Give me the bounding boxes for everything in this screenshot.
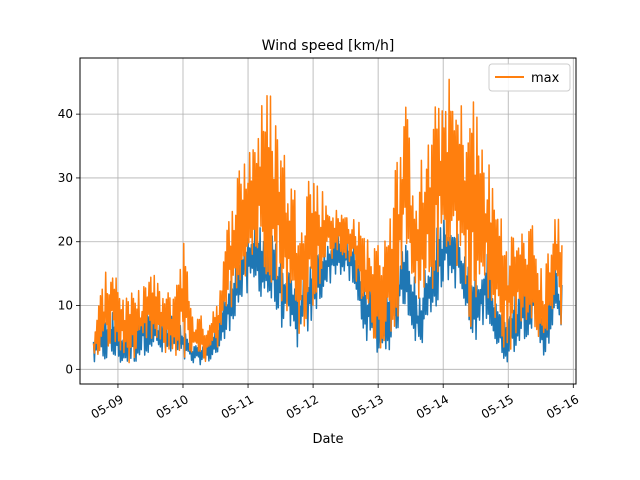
axes-frame [79,57,577,385]
series-line-max [92,78,563,364]
y-tick-label: 0 [65,362,73,376]
y-tick-label: 10 [58,299,73,313]
y-axis-ticks: 0 10 20 30 40 [58,107,80,376]
legend-label-max: max [531,71,560,86]
series-line-base [92,219,563,366]
y-tick-label: 40 [58,107,73,121]
y-tick-label: 20 [58,235,73,249]
legend: max [488,63,571,92]
y-tick-label: 30 [58,171,73,185]
x-axis-label: Date [312,432,343,447]
plot-area [92,78,563,366]
legend-frame [488,63,571,92]
chart-title: Wind speed [km/h] [262,38,395,54]
